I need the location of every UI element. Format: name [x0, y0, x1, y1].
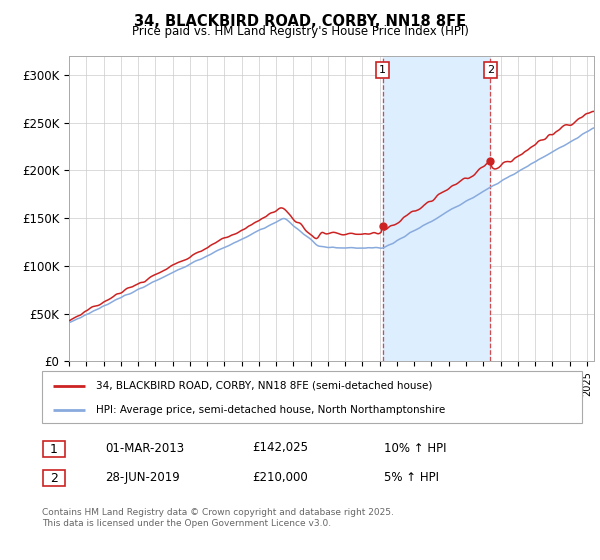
Text: 1: 1	[50, 442, 58, 456]
Bar	[383, 56, 490, 361]
Text: Price paid vs. HM Land Registry's House Price Index (HPI): Price paid vs. HM Land Registry's House …	[131, 25, 469, 38]
Text: £210,000: £210,000	[252, 470, 308, 484]
FancyBboxPatch shape	[42, 371, 582, 423]
Text: Contains HM Land Registry data © Crown copyright and database right 2025.
This d: Contains HM Land Registry data © Crown c…	[42, 508, 394, 528]
Text: 34, BLACKBIRD ROAD, CORBY, NN18 8FE: 34, BLACKBIRD ROAD, CORBY, NN18 8FE	[134, 14, 466, 29]
Text: 01-MAR-2013: 01-MAR-2013	[105, 441, 184, 455]
FancyBboxPatch shape	[43, 441, 65, 457]
Text: HPI: Average price, semi-detached house, North Northamptonshire: HPI: Average price, semi-detached house,…	[96, 405, 445, 415]
Text: 10% ↑ HPI: 10% ↑ HPI	[384, 441, 446, 455]
Text: 5% ↑ HPI: 5% ↑ HPI	[384, 470, 439, 484]
Text: 34, BLACKBIRD ROAD, CORBY, NN18 8FE (semi-detached house): 34, BLACKBIRD ROAD, CORBY, NN18 8FE (sem…	[96, 381, 433, 391]
Text: 2: 2	[50, 472, 58, 485]
Text: 28-JUN-2019: 28-JUN-2019	[105, 470, 180, 484]
Text: 2: 2	[487, 65, 494, 74]
Text: 1: 1	[379, 65, 386, 74]
Text: £142,025: £142,025	[252, 441, 308, 455]
FancyBboxPatch shape	[43, 470, 65, 486]
